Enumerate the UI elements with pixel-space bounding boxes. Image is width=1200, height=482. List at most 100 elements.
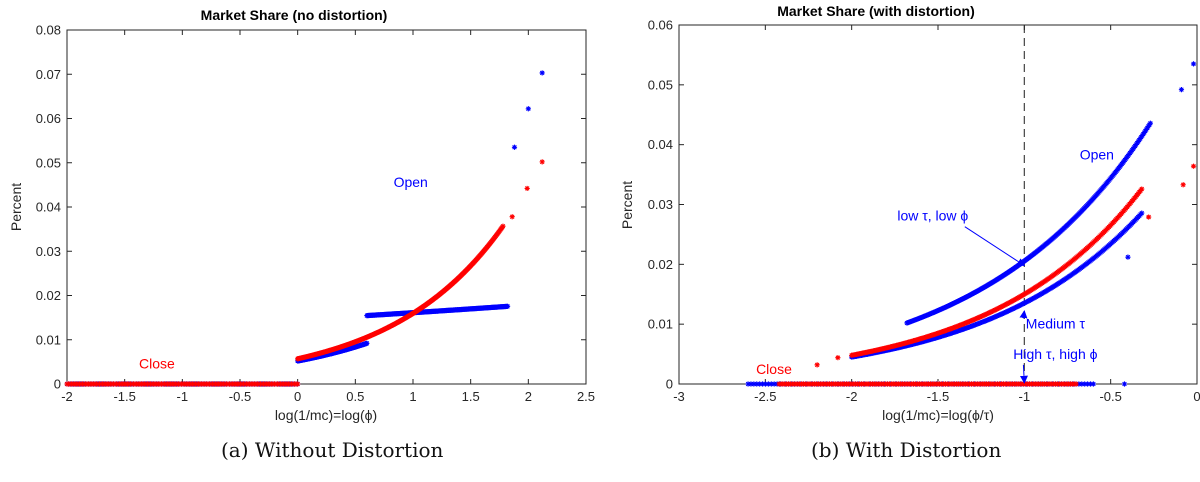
panel-b-y-axis-label: Percent <box>619 181 635 229</box>
panel-b-close-medium-marker <box>1146 214 1152 220</box>
panel-b-annotation-arrow <box>964 226 1026 267</box>
panel-a-open-marker <box>504 303 511 309</box>
panel-a-annotation: Close <box>139 356 175 372</box>
panel-a-x-axis-label: log(1/mc)=log(ϕ) <box>275 407 377 423</box>
panel-a-title: Market Share (no distortion) <box>201 7 388 23</box>
panel-b-y-tick-label: 0.03 <box>648 197 673 212</box>
panel-a-caption: (a) Without Distortion <box>221 438 444 462</box>
panel-a-open-marker <box>539 70 545 76</box>
panel-a-x-tick-label: 1.5 <box>462 389 480 404</box>
panel-a-close-marker <box>539 159 545 165</box>
panel-b-x-tick-label: -2.5 <box>754 389 776 404</box>
panel-a-close-marker <box>295 381 301 387</box>
panel-b-open-high-high-marker <box>1121 381 1128 387</box>
panel-a-y-ticks: 0 0.01 0.02 0.03 0.04 0.05 0.06 0.07 0.08 <box>36 23 586 392</box>
panel-b-x-tick-label: -3 <box>673 389 685 404</box>
panel-a-close-marker <box>500 223 506 229</box>
panel-a-x-tick-label: 1 <box>409 389 416 404</box>
panel-b-open-high-high-marker <box>765 381 771 387</box>
panel-b-y-ticks: 0 0.01 0.02 0.03 0.04 0.05 0.06 <box>648 18 1197 392</box>
panel-b-open-high-high-marker <box>771 381 777 387</box>
panel-b-open-high-high-marker <box>759 381 766 387</box>
panel-a-annotations: Open Close <box>139 174 428 371</box>
panel-b-plot-area <box>678 24 1198 385</box>
panel-a-x-tick-label: 2.5 <box>577 389 595 404</box>
panel-b-x-tick-label: -0.5 <box>1099 389 1121 404</box>
panel-b-chart: Market Share (with distortion) 0 0.01 0.02… <box>619 3 1200 423</box>
panel-a-x-tick-label: -1 <box>177 389 189 404</box>
panel-a-close-marker <box>509 214 515 220</box>
panel-b-y-tick-label: 0.06 <box>648 18 673 33</box>
panel-a-close-marker <box>524 185 530 192</box>
panel-b-annotation: Medium τ <box>1026 315 1086 331</box>
panel-b-open-medium-marker <box>1139 210 1145 216</box>
panel-a-x-tick-label: -2 <box>61 389 73 404</box>
panel-b-annotations: Open Close low τ, low ϕ Medium τ High τ, hig… <box>756 147 1114 384</box>
panel-a-y-tick-label: 0.05 <box>36 155 61 170</box>
panel-b-y-tick-label: 0.02 <box>648 257 673 272</box>
panel-a-y-tick-label: 0.03 <box>36 244 61 259</box>
panel-b-x-tick-label: -2 <box>846 389 858 404</box>
panel-b-open-high-high-marker <box>1076 381 1082 387</box>
panel-b-close-medium-marker <box>1180 182 1186 188</box>
panel-a-y-tick-label: 0.01 <box>36 332 61 347</box>
panel-b-close-medium-marker <box>1139 186 1145 192</box>
panel-a-x-tick-label: -1.5 <box>113 389 135 404</box>
panel-b-open-high-high-marker <box>754 381 760 387</box>
panel-a-y-tick-label: 0.02 <box>36 288 61 303</box>
panel-b-close-high-high-marker <box>1073 381 1079 387</box>
panel-b-annotation-arrow <box>1019 310 1028 319</box>
panel-b-y-tick-label: 0.01 <box>648 317 673 332</box>
panel-b-markers <box>745 61 1197 387</box>
panel-b-y-tick-label: 0.04 <box>648 137 673 152</box>
panel-b-close-medium-marker <box>1190 163 1197 169</box>
panel-b-x-axis-label: log(1/mc)=log(ϕ/τ) <box>882 407 994 423</box>
panel-a-x-ticks: -2 -1.5 -1 -0.5 0 0.5 1 1.5 2 2.5 <box>61 30 595 404</box>
panel-b-open-low-low-marker <box>1147 120 1153 126</box>
panel-a-y-tick-label: 0.07 <box>36 67 61 82</box>
panel-b-open-high-high-marker <box>762 381 769 387</box>
panel-b-open-low-low-marker <box>1178 87 1185 93</box>
panel-b-open-low-low-marker <box>1190 61 1197 67</box>
panel-b-open-high-high-marker <box>1085 381 1091 387</box>
panel-a-x-tick-label: -0.5 <box>229 389 251 404</box>
panel-a-open-marker <box>511 144 518 150</box>
panel-b-open-high-high-marker <box>1090 381 1096 387</box>
panel-a-chart: Market Share (no distortion) 0 0.01 0.02 0.… <box>8 7 595 423</box>
panel-b-open-high-high-marker <box>757 381 763 387</box>
panel-b-x-tick-label: 0 <box>1193 389 1200 404</box>
panel-a-y-tick-label: 0.06 <box>36 111 61 126</box>
panel-b-open-high-high-marker <box>748 381 754 387</box>
panel-b-title: Market Share (with distortion) <box>777 3 975 19</box>
panel-b-y-tick-label: 0.05 <box>648 77 673 92</box>
panel-b-y-tick-label: 0 <box>666 377 673 392</box>
panel-a-plot-area <box>66 29 587 385</box>
panel-a-markers <box>64 70 545 387</box>
panel-b-annotation: low τ, low ϕ <box>897 208 968 224</box>
panel-b-annotation: Close <box>756 361 792 377</box>
panel-a-y-tick-label: 0.04 <box>36 200 61 215</box>
panel-b-close-medium-marker <box>814 362 820 368</box>
panel-b-open-high-high-marker <box>751 381 757 387</box>
panel-a-x-tick-label: 2 <box>525 389 532 404</box>
panel-a-x-tick-label: 0.5 <box>346 389 364 404</box>
panel-b-close-medium-marker <box>835 355 841 361</box>
panel-a-open-marker <box>364 340 370 346</box>
panel-b-open-high-high-marker <box>1079 381 1085 387</box>
panel-b-x-tick-label: -1 <box>1019 389 1031 404</box>
panel-b-open-high-high-marker <box>768 381 774 387</box>
panel-b-open-high-high-marker <box>1087 381 1094 387</box>
panel-b-annotation: High τ, high ϕ <box>1013 346 1097 362</box>
panel-a-annotation: Open <box>394 174 428 190</box>
panel-a-y-tick-label: 0 <box>54 377 61 392</box>
panel-b-caption: (b) With Distortion <box>811 438 1002 462</box>
panel-b-x-ticks: -3 -2.5 -2 -1.5 -1 -0.5 0 <box>673 25 1200 404</box>
panel-b-annotation-arrow <box>1019 364 1028 384</box>
panel-b-open-medium-marker <box>1125 254 1131 260</box>
panel-b-x-tick-label: -1.5 <box>927 389 949 404</box>
panel-a-open-marker <box>525 106 531 112</box>
panel-b-open-high-high-marker <box>745 381 751 387</box>
panel-a-x-tick-label: 0 <box>294 389 301 404</box>
panel-a-y-tick-label: 0.08 <box>36 23 61 38</box>
